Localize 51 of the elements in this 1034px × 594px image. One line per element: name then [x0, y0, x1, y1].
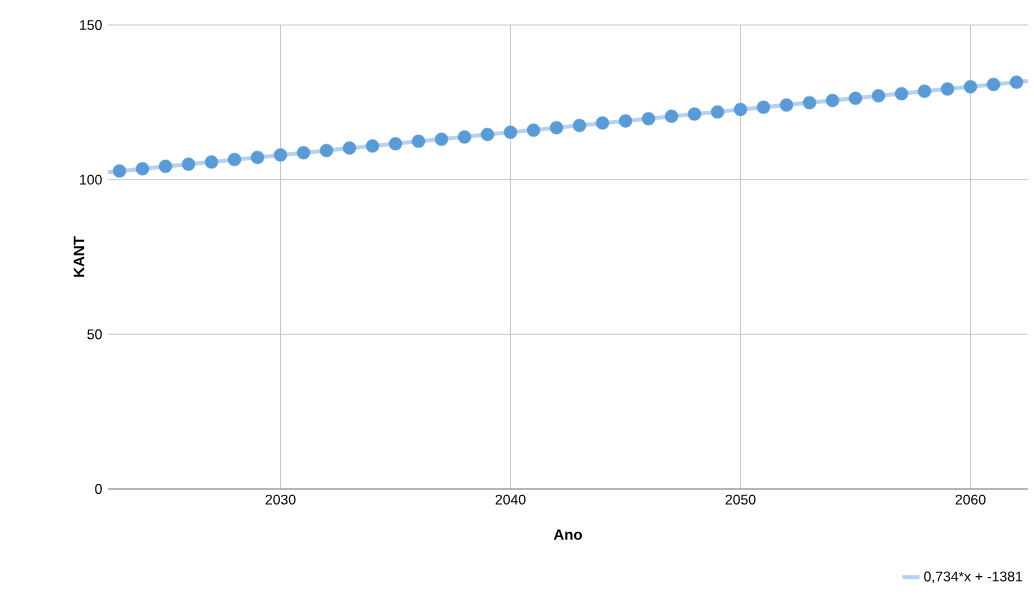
y-tick-label: 50 — [87, 329, 102, 340]
y-tick-label: 100 — [80, 174, 102, 185]
point — [664, 109, 679, 123]
point — [618, 114, 633, 128]
point — [641, 112, 656, 126]
point — [526, 123, 541, 137]
point — [756, 100, 771, 114]
point — [549, 120, 564, 135]
point — [112, 164, 127, 178]
point — [871, 89, 886, 103]
x-tick-label: 2050 — [725, 494, 756, 505]
point — [204, 155, 219, 169]
point — [135, 162, 150, 176]
point — [825, 93, 840, 108]
point — [894, 86, 909, 101]
point — [388, 137, 403, 151]
point — [319, 143, 334, 158]
point — [986, 77, 1001, 92]
legend-label: 0,734*x + -1381 — [924, 571, 1023, 584]
x-tick-label: 2040 — [495, 494, 526, 505]
x-axis-title: Ano — [553, 529, 582, 540]
point — [273, 148, 288, 162]
point — [365, 139, 380, 153]
point — [296, 146, 311, 160]
x-tick-label: 2030 — [265, 494, 296, 505]
point — [595, 116, 610, 130]
point — [1009, 75, 1024, 89]
point — [342, 141, 357, 155]
y-axis-title: KANT — [73, 236, 85, 277]
point — [434, 132, 449, 146]
point — [733, 102, 748, 117]
x-tick-label: 2060 — [955, 494, 986, 505]
point — [158, 159, 173, 174]
point — [710, 105, 725, 119]
point — [687, 107, 702, 121]
y-tick-label: 0 — [95, 484, 102, 494]
point — [917, 84, 932, 98]
point — [181, 157, 196, 171]
y-tick-label: 150 — [80, 20, 102, 30]
point — [250, 150, 265, 165]
point — [227, 152, 242, 167]
point — [480, 127, 495, 142]
point — [963, 80, 978, 94]
point — [457, 130, 472, 144]
point — [802, 95, 817, 110]
point — [779, 98, 794, 112]
point — [848, 91, 863, 105]
point — [572, 118, 587, 133]
point — [503, 125, 518, 140]
point — [411, 134, 426, 148]
point — [940, 82, 955, 96]
